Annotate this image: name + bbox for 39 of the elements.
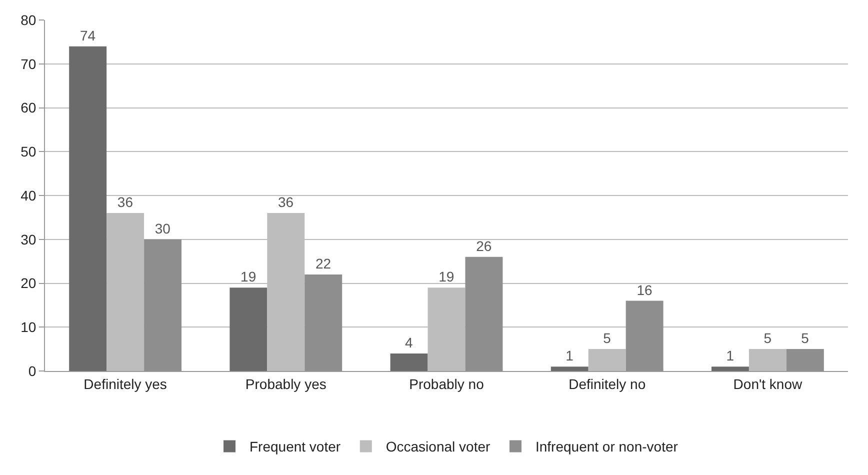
data-label: 4: [405, 334, 414, 350]
y-tick-label: 10: [20, 319, 36, 336]
legend-label: Occasional voter: [386, 438, 490, 455]
data-label: 1: [726, 348, 734, 364]
x-tick-label: Don't know: [733, 376, 803, 392]
y-tick-label: 40: [20, 187, 36, 204]
bar: [588, 349, 626, 371]
bar: [230, 288, 268, 371]
data-label: 19: [438, 268, 454, 285]
data-label: 1: [566, 348, 574, 364]
y-tick-label: 20: [20, 275, 36, 292]
x-tick-label: Definitely yes: [84, 376, 167, 392]
x-tick-label: Probably no: [409, 376, 484, 392]
data-label: 26: [476, 238, 492, 254]
bar: [711, 366, 749, 371]
data-label: 5: [603, 330, 612, 346]
y-tick-label: 70: [20, 56, 36, 72]
x-tick-label: Probably yes: [245, 376, 326, 392]
data-label: 36: [278, 194, 294, 210]
bar: [69, 46, 107, 371]
y-tick-label: 50: [20, 144, 36, 160]
data-label: 5: [764, 330, 772, 346]
y-tick-label: 80: [20, 12, 36, 28]
y-tick-label: 0: [28, 362, 36, 379]
y-tick-label: 30: [20, 231, 36, 248]
x-tick-label: Definitely no: [568, 376, 646, 392]
data-label: 19: [240, 268, 256, 285]
data-label: 30: [154, 220, 171, 236]
data-label: 22: [315, 255, 332, 272]
bar: [748, 349, 786, 371]
data-label: 16: [636, 282, 652, 298]
legend-label: Frequent voter: [250, 438, 341, 455]
bar: [550, 366, 588, 371]
bar: [390, 353, 428, 371]
y-tick-label: 60: [20, 100, 36, 116]
legend-label: Infrequent or non-voter: [535, 438, 678, 455]
data-label: 36: [117, 194, 134, 210]
data-label: 74: [80, 27, 96, 44]
data-label: 5: [801, 330, 810, 346]
